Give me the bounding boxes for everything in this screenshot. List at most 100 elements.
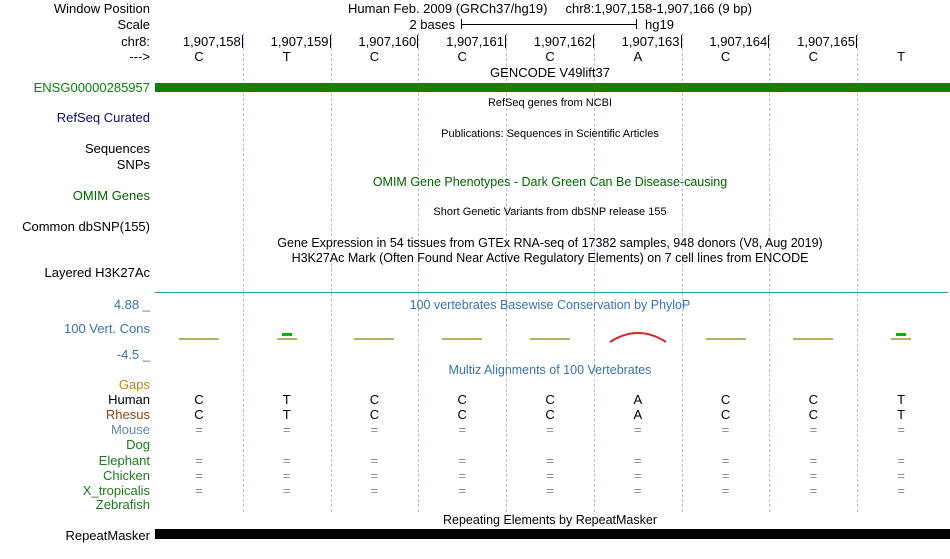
multiz-base: =	[897, 483, 905, 498]
multiz-base: C	[369, 407, 380, 422]
base-guideline	[594, 33, 595, 512]
phylop-mark	[530, 338, 570, 340]
ruler-tick: 1,907,158	[155, 34, 243, 49]
multiz-label-elephant[interactable]: Elephant	[98, 453, 150, 468]
phylop-mark	[706, 338, 746, 340]
multiz-base: =	[282, 468, 291, 483]
sequence-base: C	[808, 49, 819, 64]
multiz-label-gaps[interactable]: Gaps	[118, 377, 150, 392]
conservation-track-label[interactable]: 100 Vert. Cons	[64, 321, 150, 336]
base-guideline	[769, 33, 770, 512]
conservation-wiggle[interactable]	[155, 312, 945, 356]
conservation-track-title[interactable]: 100 vertebrates Basewise Conservation by…	[409, 298, 691, 312]
multiz-label-rhesus[interactable]: Rhesus	[105, 407, 150, 422]
window-position-label: Window Position	[53, 1, 150, 16]
gtex-track-title[interactable]: Gene Expression in 54 tissues from GTEx …	[277, 236, 823, 250]
multiz-base: T	[282, 392, 291, 407]
multiz-base: =	[721, 483, 730, 498]
refseq-track-title[interactable]: RefSeq genes from NCBI	[487, 97, 613, 109]
publications-snps-label[interactable]: SNPs	[116, 157, 150, 172]
multiz-row-elephant[interactable]: = = = = = = = = =	[155, 453, 945, 468]
h3k27ac-baseline	[155, 292, 948, 293]
omim-track-title[interactable]: OMIM Gene Phenotypes - Dark Green Can Be…	[372, 175, 728, 189]
publications-sequences-label[interactable]: Sequences	[84, 141, 150, 156]
multiz-base: T	[897, 392, 906, 407]
phylop-mark	[179, 338, 219, 340]
multiz-base: =	[458, 483, 467, 498]
base-ruler: 1,907,158 1,907,159 1,907,160 1,907,161 1,90…	[155, 34, 857, 49]
base-guideline	[418, 33, 419, 512]
scale-label: Scale	[117, 17, 150, 32]
multiz-base: A	[633, 407, 643, 422]
multiz-base: A	[633, 392, 643, 407]
ruler-tick: 1,907,163	[594, 34, 682, 49]
multiz-label-x-tropicalis[interactable]: X_tropicalis	[82, 483, 150, 498]
phylop-mark-high	[896, 333, 906, 336]
sequence-base: C	[545, 49, 555, 64]
multiz-row-x-tropicalis[interactable]: = = = = = = = = =	[155, 483, 945, 498]
multiz-base: =	[634, 453, 642, 468]
multiz-label-zebrafish[interactable]: Zebrafish	[95, 497, 150, 512]
multiz-base: =	[546, 453, 554, 468]
position-title: chr8:1,907,158-1,907,166 (9 bp)	[565, 1, 752, 16]
multiz-label-human[interactable]: Human	[108, 392, 150, 407]
publications-track-title[interactable]: Publications: Sequences in Scientific Ar…	[441, 128, 659, 140]
multiz-base: C	[194, 392, 204, 407]
window-title: Human Feb. 2009 (GRCh37/hg19) chr8:1,907…	[155, 1, 945, 16]
multiz-base: =	[282, 453, 291, 468]
ruler-tick: 1,907,164	[682, 34, 770, 49]
multiz-base: =	[546, 422, 554, 437]
ruler-tick: 1,907,162	[506, 34, 594, 49]
h3k27ac-track-label[interactable]: Layered H3K27Ac	[44, 265, 150, 280]
multiz-label-chicken[interactable]: Chicken	[103, 468, 150, 483]
multiz-base: C	[808, 392, 819, 407]
chrom-label: chr8:	[121, 34, 150, 49]
phylop-mark-high	[282, 333, 292, 336]
phylop-mark	[277, 338, 297, 340]
multiz-base: =	[634, 422, 642, 437]
multiz-base: =	[282, 422, 291, 437]
repeatmasker-track-title[interactable]: Repeating Elements by RepeatMasker	[442, 513, 657, 527]
multiz-base: =	[634, 468, 642, 483]
dbsnp-track-label[interactable]: Common dbSNP(155)	[22, 219, 150, 234]
strand-label: --->	[129, 49, 150, 64]
multiz-base: C	[457, 392, 467, 407]
repeatmasker-track-label[interactable]: RepeatMasker	[65, 528, 150, 543]
multiz-track-title[interactable]: Multiz Alignments of 100 Vertebrates	[448, 363, 652, 377]
refseq-track-label[interactable]: RefSeq Curated	[56, 110, 150, 125]
gencode-gene-label[interactable]: ENSG00000285957	[33, 80, 150, 95]
phylop-mark	[442, 338, 482, 340]
base-guideline	[506, 33, 507, 512]
multiz-base: =	[458, 453, 467, 468]
multiz-base: =	[897, 422, 905, 437]
multiz-base: =	[282, 483, 291, 498]
multiz-label-mouse[interactable]: Mouse	[110, 422, 150, 437]
h3k27ac-track-title[interactable]: H3K27Ac Mark (Often Found Near Active Re…	[291, 251, 809, 265]
conservation-min-value: -4.5 _	[116, 347, 150, 362]
multiz-base: =	[546, 468, 554, 483]
multiz-label-dog[interactable]: Dog	[126, 437, 150, 452]
repeatmasker-element-bar[interactable]	[155, 529, 950, 539]
sequence-base: C	[457, 49, 467, 64]
multiz-base: =	[370, 468, 379, 483]
base-guideline	[243, 33, 244, 512]
phylop-mark	[354, 338, 394, 340]
multiz-base: C	[808, 407, 819, 422]
omim-track-label[interactable]: OMIM Genes	[72, 188, 150, 203]
multiz-base: =	[195, 468, 203, 483]
multiz-base: C	[369, 392, 380, 407]
multiz-base: C	[457, 407, 467, 422]
multiz-row-mouse[interactable]: = = = = = = = = =	[155, 422, 945, 437]
gencode-gene-bar[interactable]	[155, 83, 950, 92]
multiz-base: =	[721, 422, 730, 437]
dbsnp-track-title[interactable]: Short Genetic Variants from dbSNP releas…	[433, 206, 667, 218]
multiz-base: =	[458, 468, 467, 483]
multiz-base: C	[720, 407, 731, 422]
gencode-track-title[interactable]: GENCODE V49lift37	[490, 65, 610, 80]
multiz-base: =	[721, 453, 730, 468]
multiz-base: C	[545, 392, 555, 407]
multiz-base: =	[634, 483, 642, 498]
multiz-row-chicken[interactable]: = = = = = = = = =	[155, 468, 945, 483]
